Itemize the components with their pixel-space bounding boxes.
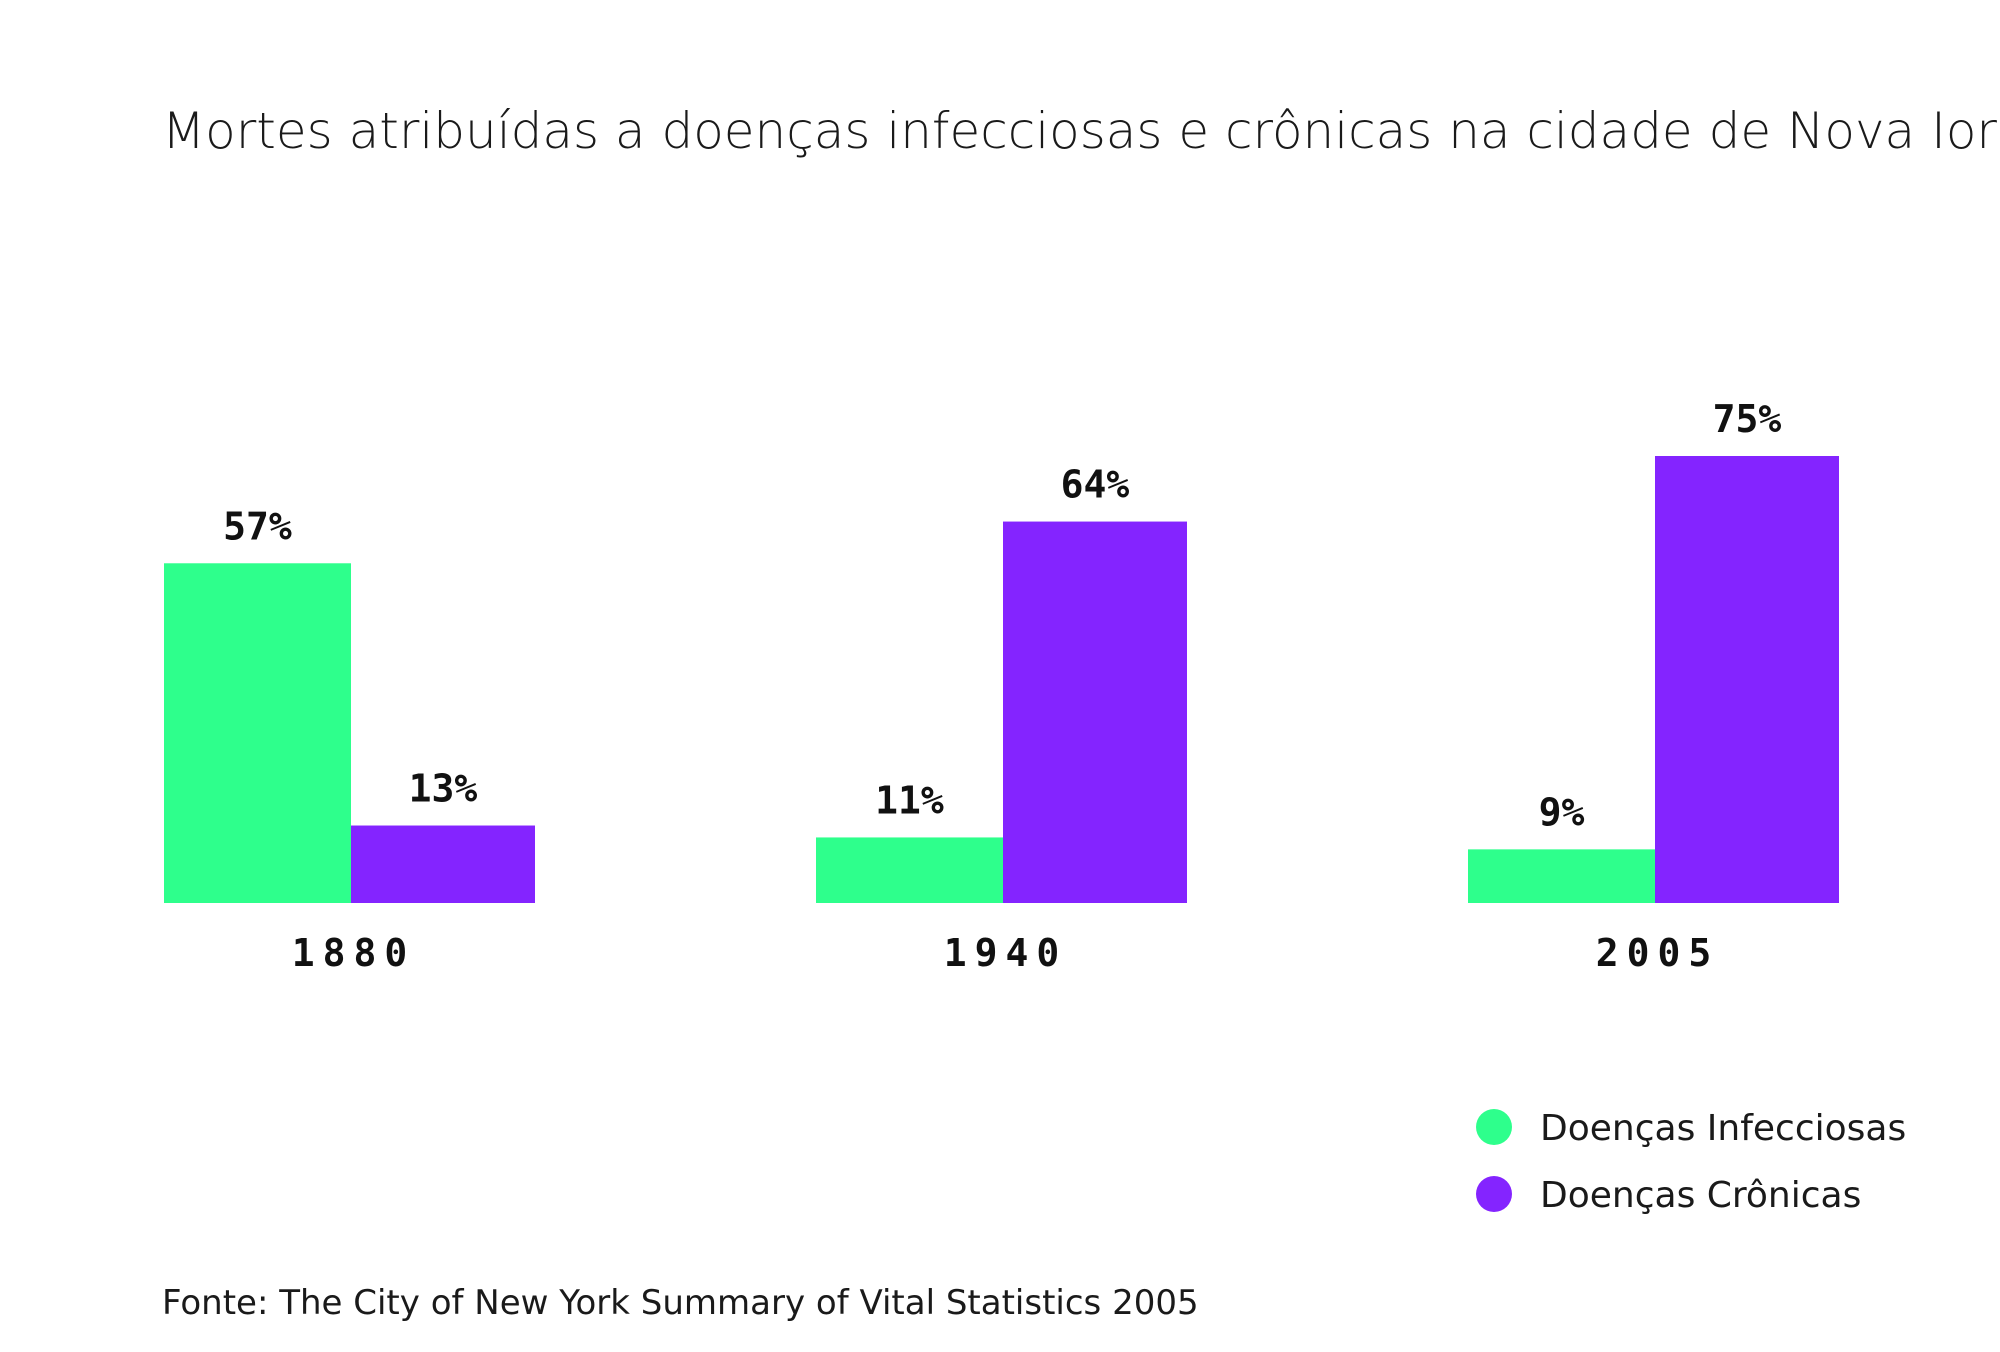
value-label-1880-cronicas: 13% [409,767,478,811]
legend-swatch-infecciosas [1476,1109,1512,1145]
value-label-1940-cronicas: 64% [1061,463,1130,507]
bar-1940-infecciosas [816,837,1003,903]
legend: Doenças Infecciosas Doenças Crônicas [1476,1108,1906,1216]
bar-1880-cronicas [351,825,535,903]
legend-label-cronicas: Doenças Crônicas [1540,1175,1861,1216]
category-label-1940: 1940 [944,931,1068,975]
value-label-1880-infecciosas: 57% [223,504,292,548]
value-label-2005-cronicas: 75% [1713,397,1782,441]
value-label-2005-infecciosas: 9% [1539,790,1585,834]
legend-label-infecciosas: Doenças Infecciosas [1540,1108,1906,1149]
bar-2005-infecciosas [1468,849,1655,903]
category-label-1880: 1880 [292,931,416,975]
bar-1940-cronicas [1003,521,1187,903]
value-label-1940-infecciosas: 11% [875,778,944,822]
bar-1880-infecciosas [164,563,351,903]
category-label-2005: 2005 [1596,931,1720,975]
bars-group: 57% 13% 1880 11% 64% 1940 9% 75% 2005 [164,397,1839,975]
source-note: Fonte: The City of New York Summary of V… [162,1283,1199,1323]
bar-2005-cronicas [1655,456,1839,903]
legend-swatch-cronicas [1476,1176,1512,1212]
chart-title: Mortes atribuídas a doenças infecciosas … [162,102,2000,160]
